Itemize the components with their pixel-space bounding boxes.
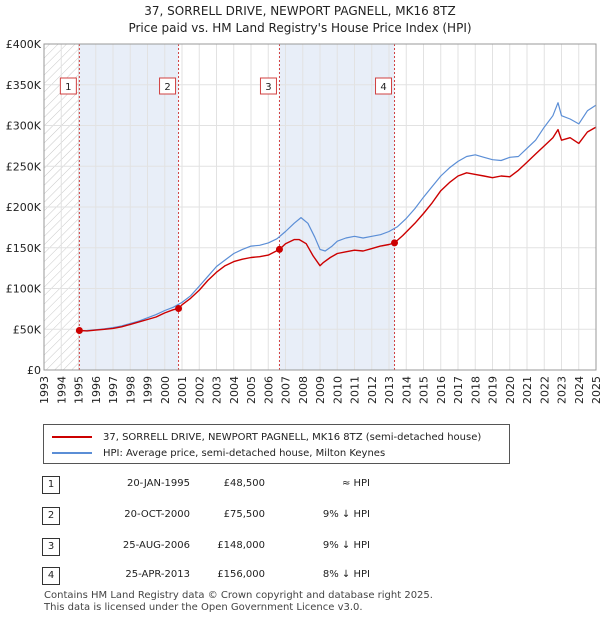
plot-frame bbox=[43, 43, 597, 371]
x-tick-label: 1996 bbox=[90, 376, 103, 404]
sale-badge-label: 2 bbox=[164, 82, 170, 93]
sale-date: 25-AUG-2006 bbox=[122, 540, 190, 551]
sale-number-badge: 2 bbox=[42, 507, 60, 525]
sale-price: £156,000 bbox=[217, 569, 265, 580]
sale-date: 20-JAN-1995 bbox=[126, 478, 190, 489]
sale-point bbox=[275, 245, 283, 253]
x-tick-label: 1993 bbox=[38, 376, 51, 404]
x-tick-label: 2024 bbox=[573, 376, 586, 404]
sale-row: 2 20-OCT-2000 £75,500 9% ↓ HPI bbox=[0, 507, 600, 527]
chart-title: 37, SORRELL DRIVE, NEWPORT PAGNELL, MK16… bbox=[144, 4, 456, 18]
price-paid-line bbox=[79, 126, 597, 332]
sale-point bbox=[175, 304, 183, 312]
footer-copyright: Contains HM Land Registry data © Crown c… bbox=[44, 590, 433, 601]
sale-point bbox=[391, 239, 399, 247]
x-tick-label: 1998 bbox=[124, 376, 137, 404]
x-tick-label: 2012 bbox=[366, 376, 379, 404]
sale-row: 3 25-AUG-2006 £148,000 9% ↓ HPI bbox=[0, 538, 600, 558]
y-tick-label: £300K bbox=[6, 120, 42, 133]
legend-swatch-price-paid bbox=[52, 436, 92, 438]
sale-badge bbox=[159, 77, 177, 95]
x-tick-label: 2021 bbox=[521, 376, 534, 404]
sale-row: 1 20-JAN-1995 £48,500 ≈ HPI bbox=[0, 476, 600, 496]
y-tick-label: £200K bbox=[6, 201, 42, 214]
legend-item-hpi: HPI: Average price, semi-detached house,… bbox=[52, 446, 385, 460]
sale-number-badge: 4 bbox=[42, 567, 60, 585]
sale-badge bbox=[259, 77, 277, 95]
price-chart: 1 2 3 4 £0 £50K £100K £150K £200K £250K £300K £350… bbox=[6, 38, 600, 404]
x-tick-label: 2003 bbox=[211, 376, 224, 404]
sale-hpi-comparison: 9% ↓ HPI bbox=[322, 509, 370, 520]
x-tick-label: 1999 bbox=[142, 376, 155, 404]
footer-licence: This data is licensed under the Open Gov… bbox=[44, 602, 363, 613]
sale-price: £48,500 bbox=[223, 478, 265, 489]
legend-item-price-paid: 37, SORRELL DRIVE, NEWPORT PAGNELL, MK16… bbox=[52, 430, 481, 444]
chart-legend: 37, SORRELL DRIVE, NEWPORT PAGNELL, MK16… bbox=[43, 424, 510, 464]
sale-row: 4 25-APR-2013 £156,000 8% ↓ HPI bbox=[0, 567, 600, 587]
sale-badge bbox=[59, 77, 77, 95]
x-tick-label: 2011 bbox=[349, 376, 362, 404]
sale-number-badge: 3 bbox=[42, 538, 60, 556]
y-tick-label: £400K bbox=[6, 38, 42, 51]
sale-hpi-comparison: 8% ↓ HPI bbox=[322, 569, 370, 580]
x-tick-label: 2002 bbox=[193, 376, 206, 404]
x-tick-label: 2001 bbox=[176, 376, 189, 404]
x-tick-label: 2015 bbox=[418, 376, 431, 404]
x-tick-label: 2009 bbox=[314, 376, 327, 404]
y-tick-label: £250K bbox=[6, 160, 42, 173]
sale-badge-label: 4 bbox=[380, 82, 386, 93]
x-tick-label: 1994 bbox=[55, 376, 68, 404]
x-tick-label: 2016 bbox=[435, 376, 448, 404]
sale-price: £148,000 bbox=[217, 540, 265, 551]
x-tick-label: 2004 bbox=[228, 376, 241, 404]
x-tick-label: 1997 bbox=[107, 376, 120, 404]
x-tick-label: 2023 bbox=[556, 376, 569, 404]
x-tick-label: 2019 bbox=[487, 376, 500, 404]
sale-badge bbox=[375, 77, 393, 95]
sale-date: 25-APR-2013 bbox=[125, 569, 190, 580]
y-tick-label: £50K bbox=[13, 323, 42, 336]
y-tick-label: £0 bbox=[27, 364, 41, 377]
legend-swatch-hpi bbox=[52, 452, 92, 454]
sale-badge-label: 3 bbox=[265, 82, 271, 93]
x-tick-label: 2013 bbox=[383, 376, 396, 404]
y-tick-label: £100K bbox=[6, 283, 42, 296]
sale-date: 20-OCT-2000 bbox=[124, 509, 190, 520]
x-tick-label: 2010 bbox=[331, 376, 344, 404]
x-tick-label: 2006 bbox=[262, 376, 275, 404]
x-tick-label: 2014 bbox=[400, 376, 413, 404]
sale-point bbox=[75, 326, 83, 334]
legend-label-price-paid: 37, SORRELL DRIVE, NEWPORT PAGNELL, MK16… bbox=[103, 431, 482, 443]
sale-badge-label: 1 bbox=[65, 82, 71, 93]
x-tick-label: 1995 bbox=[73, 376, 86, 404]
x-tick-label: 2022 bbox=[538, 376, 551, 404]
sale-hpi-comparison: 9% ↓ HPI bbox=[322, 540, 370, 551]
x-tick-label: 2005 bbox=[245, 376, 258, 404]
sale-price: £75,500 bbox=[223, 509, 265, 520]
y-tick-label: £150K bbox=[6, 242, 42, 255]
chart-subtitle: Price paid vs. HM Land Registry's House … bbox=[128, 21, 472, 35]
y-tick-label: £350K bbox=[6, 79, 42, 92]
x-tick-label: 2007 bbox=[280, 376, 293, 404]
legend-label-hpi: HPI: Average price, semi-detached house,… bbox=[103, 447, 386, 459]
x-tick-label: 2018 bbox=[469, 376, 482, 404]
x-tick-label: 2000 bbox=[159, 376, 172, 404]
x-tick-label: 2008 bbox=[297, 376, 310, 404]
x-tick-label: 2025 bbox=[590, 376, 600, 404]
x-tick-label: 2017 bbox=[452, 376, 465, 404]
sale-hpi-comparison: ≈ HPI bbox=[341, 478, 370, 489]
hpi-line bbox=[78, 102, 597, 332]
x-tick-label: 2020 bbox=[504, 376, 517, 404]
sale-number-badge: 1 bbox=[42, 476, 60, 494]
